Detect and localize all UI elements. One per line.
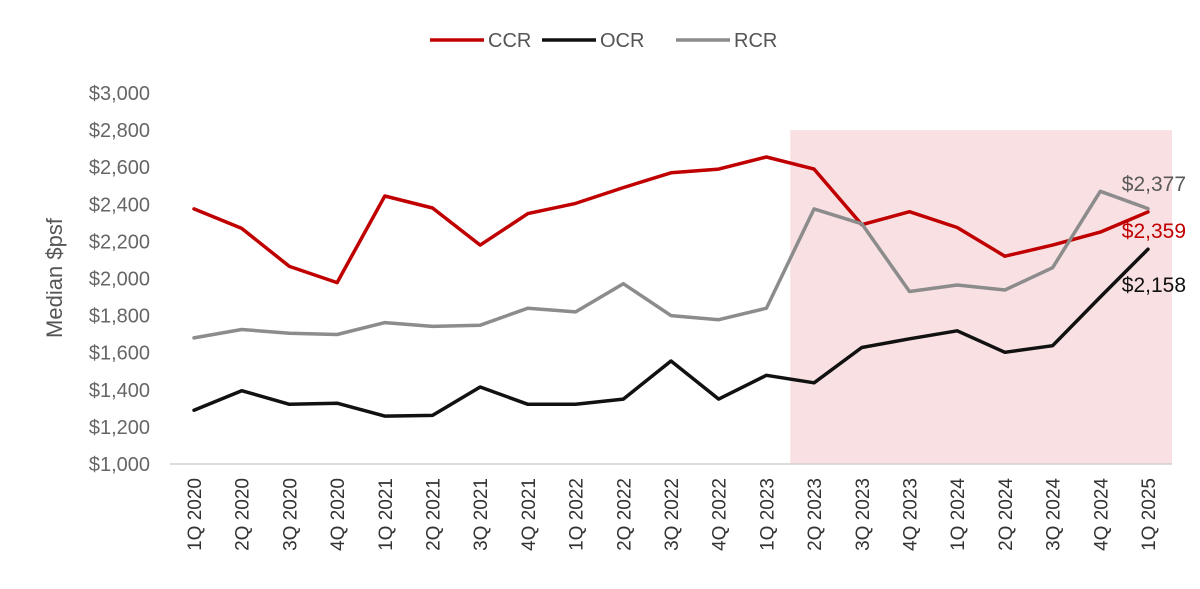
end-labels: $2,359 $2,158 $2,377 (1122, 173, 1186, 297)
y-tick-label: $2,000 (89, 269, 150, 291)
highlight-region (790, 130, 1172, 464)
series-lines (192, 155, 1150, 418)
x-tick-label: 1Q 2023 (757, 478, 778, 551)
x-tick-label: 3Q 2021 (471, 478, 492, 551)
y-tick-label: $2,800 (89, 120, 150, 142)
x-tick-label: 2Q 2021 (424, 478, 445, 551)
x-tick-label: 2Q 2023 (805, 478, 826, 551)
x-tick-label: 4Q 2020 (328, 478, 349, 551)
y-tick-label: $1,400 (89, 380, 150, 402)
y-axis-label: Median $psf (42, 217, 67, 338)
series-line-ocr (192, 247, 1150, 418)
x-tick-label: 3Q 2024 (1044, 478, 1065, 551)
x-tick-label: 1Q 2020 (185, 478, 206, 551)
end-label-ccr: $2,359 (1122, 220, 1186, 243)
y-tick-label: $2,400 (89, 194, 150, 216)
x-tick-label: 2Q 2022 (614, 478, 635, 551)
x-tick-label: 3Q 2022 (662, 478, 683, 551)
y-tick-label: $2,600 (89, 157, 150, 179)
y-tick-label: $1,200 (89, 417, 150, 439)
legend: CCR OCR RCR (430, 30, 777, 52)
x-tick-label: 4Q 2022 (710, 478, 731, 551)
x-tick-label: 4Q 2021 (519, 478, 540, 551)
x-tick-label: 1Q 2025 (1139, 478, 1160, 551)
y-tick-labels: $1,000 $1,200 $1,400 $1,600 $1,800 $2,000 $2,2… (89, 83, 150, 476)
y-tick-label: $1,800 (89, 306, 150, 328)
x-tick-label: 2Q 2024 (996, 478, 1017, 551)
end-label-rcr: $2,377 (1122, 173, 1186, 196)
x-tick-label: 2Q 2020 (233, 478, 254, 551)
series-line-ccr (192, 155, 1150, 285)
x-tick-labels: 1Q 2020 2Q 2020 3Q 2020 4Q 2020 1Q 2021 2Q 20… (185, 478, 1160, 551)
legend-label-ocr: OCR (600, 30, 644, 52)
y-tick-label: $1,000 (89, 454, 150, 476)
legend-label-ccr: CCR (488, 30, 531, 52)
y-tick-label: $3,000 (89, 83, 150, 105)
x-tick-label: 1Q 2024 (948, 478, 969, 551)
x-tick-label: 4Q 2024 (1091, 478, 1112, 551)
series-line-rcr (192, 189, 1150, 340)
legend-label-rcr: RCR (734, 30, 777, 52)
y-tick-label: $2,200 (89, 231, 150, 253)
end-label-ocr: $2,158 (1122, 274, 1186, 297)
y-tick-label: $1,600 (89, 343, 150, 365)
x-tick-label: 1Q 2021 (376, 478, 397, 551)
x-tick-label: 3Q 2023 (853, 478, 874, 551)
x-tick-label: 1Q 2022 (567, 478, 588, 551)
x-tick-label: 3Q 2020 (280, 478, 301, 551)
x-tick-label: 4Q 2023 (901, 478, 922, 551)
